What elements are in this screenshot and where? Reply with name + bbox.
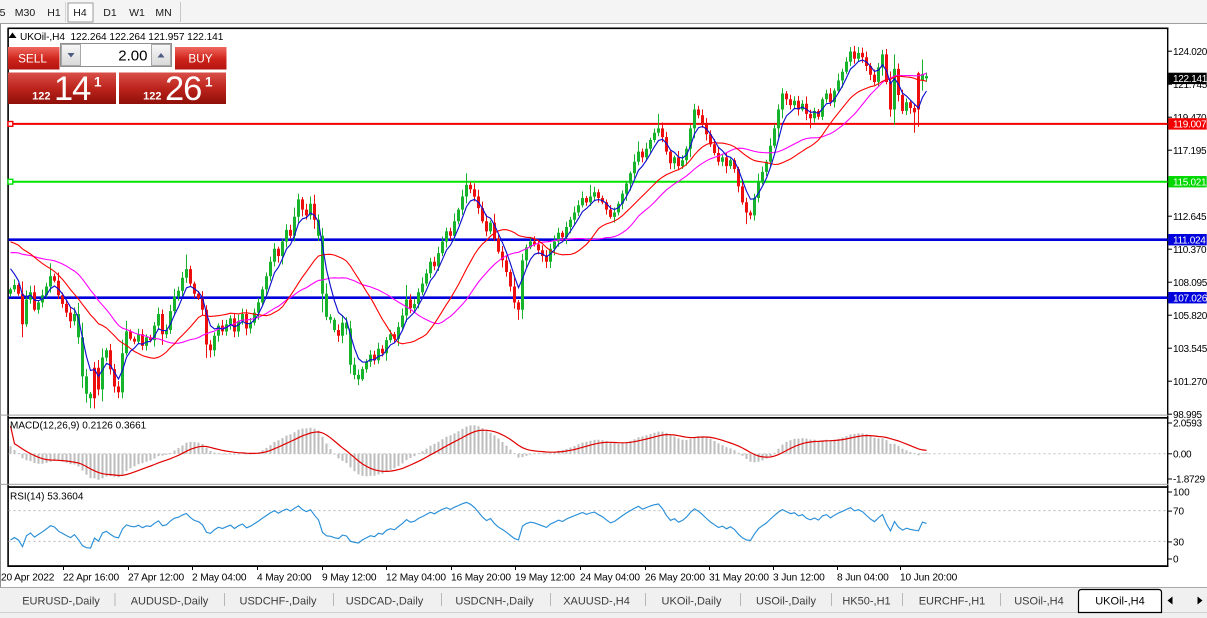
svg-text:MN: MN [155,7,171,19]
svg-text:0: 0 [1173,555,1179,566]
svg-text:16 May 20:00: 16 May 20:00 [451,573,511,584]
svg-text:SELL: SELL [18,52,47,66]
svg-text:8 Jun 04:00: 8 Jun 04:00 [837,573,889,584]
svg-text:W1: W1 [129,7,145,19]
svg-text:12 May 04:00: 12 May 04:00 [386,573,446,584]
svg-text:70: 70 [1173,507,1185,518]
svg-text:14: 14 [54,70,91,108]
svg-text:24 May 04:00: 24 May 04:00 [580,573,640,584]
svg-text:27 Apr 12:00: 27 Apr 12:00 [128,573,184,584]
svg-text:USOil-,Daily: USOil-,Daily [756,596,816,608]
svg-text:122.141: 122.141 [1173,74,1207,85]
svg-text:105.820: 105.820 [1173,311,1207,322]
svg-text:5: 5 [0,7,6,19]
svg-text:2.0593: 2.0593 [1173,419,1203,430]
svg-text:USDCNH-,Daily: USDCNH-,Daily [455,596,534,608]
svg-text:121.745: 121.745 [1173,80,1207,91]
svg-text:122: 122 [32,91,50,103]
svg-text:107.026: 107.026 [1173,293,1207,304]
svg-text:117.195: 117.195 [1173,146,1207,157]
svg-text:115.021: 115.021 [1173,177,1207,188]
svg-text:M30: M30 [15,7,36,19]
svg-text:30: 30 [1173,537,1185,548]
svg-text:26: 26 [165,70,201,108]
svg-text:124.020: 124.020 [1173,47,1207,58]
svg-text:USOil-,H4: USOil-,H4 [1014,596,1064,608]
svg-text:MACD(12,26,9) 0.2126 0.3661: MACD(12,26,9) 0.2126 0.3661 [10,421,147,432]
svg-text:UKOil-,Daily: UKOil-,Daily [662,596,722,608]
svg-text:D1: D1 [103,7,117,19]
svg-text:98.995: 98.995 [1173,410,1203,421]
svg-text:3 Jun 12:00: 3 Jun 12:00 [773,573,825,584]
svg-text:0.00: 0.00 [1173,450,1192,461]
svg-text:10 Jun 20:00: 10 Jun 20:00 [900,573,958,584]
svg-text:4 May 20:00: 4 May 20:00 [257,573,312,584]
svg-text:2.00: 2.00 [118,48,147,65]
svg-text:103.545: 103.545 [1173,344,1207,355]
svg-text:BUY: BUY [188,52,212,66]
svg-text:1: 1 [205,75,213,90]
svg-text:1: 1 [94,75,102,90]
svg-text:101.270: 101.270 [1173,377,1207,388]
svg-text:UKOil-,H4 122.264 122.264 121: UKOil-,H4 122.264 122.264 121.957 122.14… [20,32,224,43]
svg-text:H1: H1 [47,7,61,19]
svg-text:112.645: 112.645 [1173,212,1207,223]
svg-text:22 Apr 16:00: 22 Apr 16:00 [63,573,119,584]
svg-text:USDCAD-,Daily: USDCAD-,Daily [346,596,424,608]
svg-text:EURCHF-,H1: EURCHF-,H1 [919,596,986,608]
svg-text:RSI(14) 53.3604: RSI(14) 53.3604 [10,492,84,503]
svg-text:UKOil-,H4: UKOil-,H4 [1095,596,1145,608]
svg-text:9 May 12:00: 9 May 12:00 [322,573,377,584]
svg-text:XAUUSD-,H4: XAUUSD-,H4 [563,596,630,608]
svg-text:110.370: 110.370 [1173,245,1207,256]
svg-text:119.007: 119.007 [1173,120,1207,131]
svg-text:100: 100 [1173,488,1190,499]
svg-text:-1.8729: -1.8729 [1173,475,1206,486]
svg-text:USDCHF-,Daily: USDCHF-,Daily [240,596,318,608]
svg-text:108.095: 108.095 [1173,278,1207,289]
svg-text:31 May 20:00: 31 May 20:00 [709,573,769,584]
svg-text:HK50-,H1: HK50-,H1 [842,596,890,608]
svg-text:EURUSD-,Daily: EURUSD-,Daily [22,596,100,608]
svg-text:H4: H4 [73,7,87,19]
svg-text:111.024: 111.024 [1173,235,1206,246]
svg-text:26 May 20:00: 26 May 20:00 [645,573,705,584]
svg-text:122: 122 [143,91,161,103]
svg-text:20 Apr 2022: 20 Apr 2022 [1,573,55,584]
svg-text:AUDUSD-,Daily: AUDUSD-,Daily [131,596,209,608]
svg-text:19 May 12:00: 19 May 12:00 [515,573,575,584]
svg-text:2 May 04:00: 2 May 04:00 [192,573,247,584]
